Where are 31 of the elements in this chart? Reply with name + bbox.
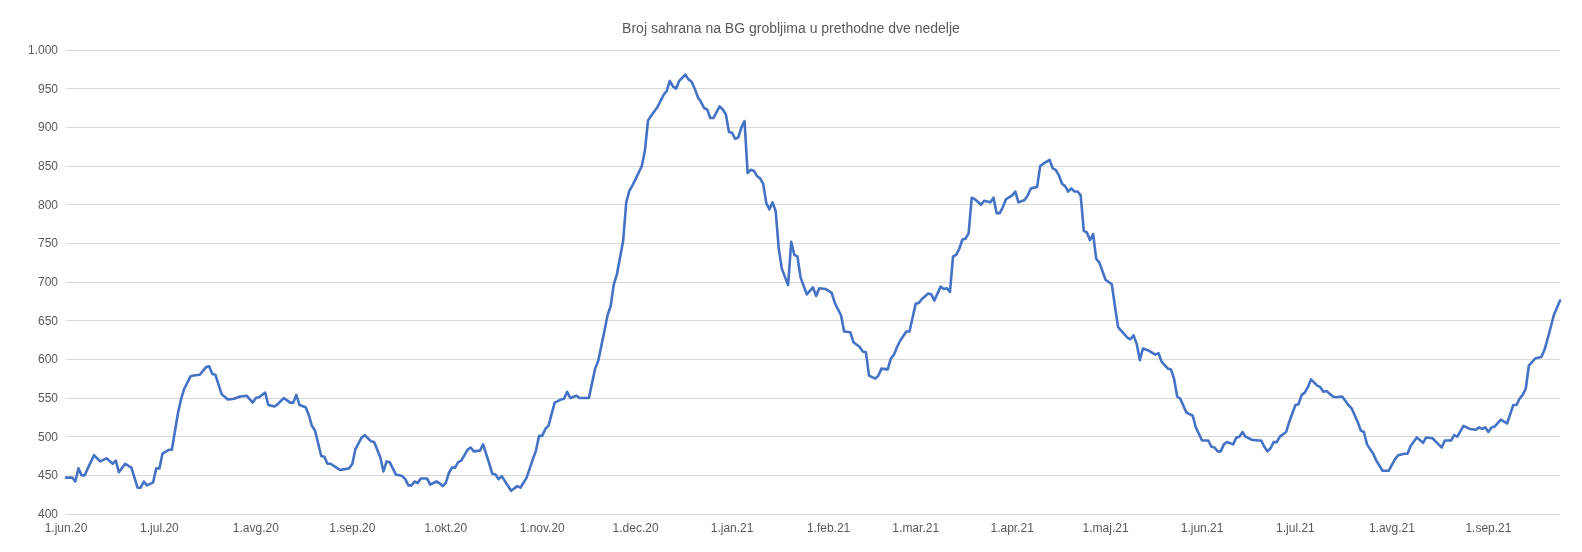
x-tick-label: 1.jul.21 [1276, 521, 1316, 535]
x-tick-label: 1.jul.20 [140, 521, 180, 535]
y-tick-label: 500 [37, 429, 59, 444]
y-tick-label: 450 [37, 468, 59, 483]
x-tick-label: 1.sep.20 [329, 521, 376, 535]
x-tick-label: 1.maj.21 [1082, 521, 1129, 535]
x-tick-label: 1.jan.21 [710, 521, 754, 535]
y-tick-label: 900 [37, 120, 59, 135]
x-tick-label: 1.nov.20 [519, 521, 566, 535]
x-tick-label: 1.mar.21 [892, 521, 940, 535]
y-tick-label: 950 [37, 81, 59, 96]
x-tick-label: 1.sep.21 [1465, 521, 1512, 535]
y-tick-label: 650 [37, 313, 59, 328]
y-tick-label: 850 [37, 159, 59, 173]
y-tick-label: 550 [37, 391, 59, 405]
x-tick-label: 1.dec.20 [612, 521, 659, 535]
line-series [64, 73, 1562, 493]
y-tick-label: 1.000 [27, 43, 59, 57]
x-tick-label: 1.apr.21 [990, 521, 1035, 535]
y-tick-label: 750 [37, 236, 59, 251]
y-tick-label: 700 [37, 275, 59, 289]
x-tick-label: 1.feb.21 [806, 521, 851, 535]
x-tick-label: 1.jun.20 [44, 521, 88, 535]
y-tick-label: 400 [37, 507, 59, 521]
y-tick-label: 600 [37, 352, 59, 367]
y-tick-label: 800 [37, 197, 59, 212]
chart-title: Broj sahrana na BG grobljima u prethodne dve nedelje [622, 20, 961, 36]
x-tick-label: 1.avg.20 [232, 521, 280, 535]
x-tick-label: 1.avg.21 [1368, 521, 1416, 535]
x-tick-label: 1.okt.20 [424, 521, 468, 535]
x-tick-label: 1.jun.21 [1180, 521, 1224, 535]
